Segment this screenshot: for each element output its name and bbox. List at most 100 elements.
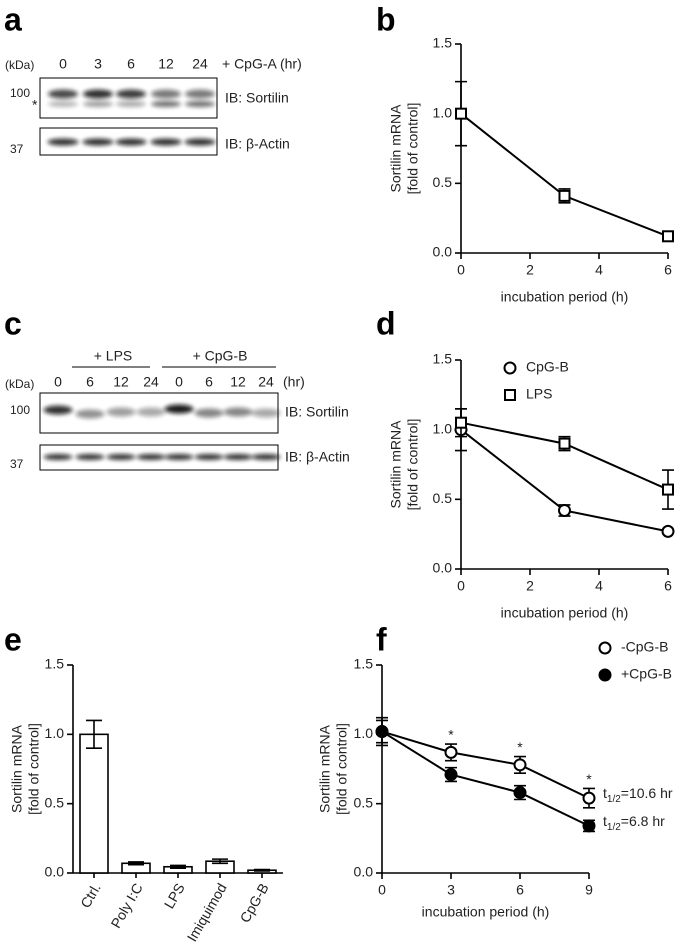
panel-label: e xyxy=(4,621,22,657)
x-tick-label: 6 xyxy=(516,882,524,898)
band xyxy=(115,138,147,146)
y-axis-label: Sortilin mRNA xyxy=(388,420,404,509)
marker xyxy=(582,791,596,805)
marker xyxy=(455,107,467,120)
y-tick-label: 1.0 xyxy=(45,725,65,741)
band xyxy=(194,454,224,460)
error-bar xyxy=(86,719,102,749)
band xyxy=(75,454,105,460)
x-axis-label: incubation period (h) xyxy=(422,904,550,920)
band xyxy=(151,89,181,99)
marker xyxy=(513,786,527,800)
y-tick-label: 0.5 xyxy=(433,490,453,506)
mw-marker: 100 xyxy=(10,86,30,100)
x-tick-label: 4 xyxy=(595,578,603,594)
fit-text: =10.6 hr xyxy=(621,785,673,801)
y-tick-label: 1.5 xyxy=(433,351,453,367)
x-tick-label: 2 xyxy=(526,578,534,594)
lane-label: 3 xyxy=(94,56,102,72)
x-tick-label: 0 xyxy=(457,578,465,594)
band xyxy=(164,404,194,414)
unit: (kDa) xyxy=(5,377,34,391)
x-tick-label: LPS xyxy=(161,880,188,911)
blot-label: IB: Sortilin xyxy=(225,90,289,106)
marker xyxy=(558,437,571,450)
band xyxy=(164,454,194,460)
group-label: + LPS xyxy=(94,348,133,364)
band xyxy=(82,138,114,146)
line xyxy=(460,421,669,491)
lane-label: 24 xyxy=(258,374,274,390)
marker xyxy=(513,758,527,772)
lane-label: 12 xyxy=(230,374,246,390)
band xyxy=(106,407,136,417)
fit-base: t xyxy=(603,785,607,801)
blot-label: IB: Sortilin xyxy=(285,404,349,420)
line xyxy=(460,112,669,238)
significance: * xyxy=(517,739,523,755)
y-axis-label: Sortilin mRNA xyxy=(388,104,404,193)
marker xyxy=(444,745,458,759)
marker xyxy=(661,524,675,538)
y-axis-label: [fold of control] xyxy=(26,723,42,815)
x-tick-label: 2 xyxy=(526,262,534,278)
marker xyxy=(504,389,516,401)
band xyxy=(223,407,253,417)
x-tick-label: CpG-B xyxy=(237,880,272,925)
marker xyxy=(598,641,612,655)
treatment: + CpG-A (hr) xyxy=(222,56,302,72)
y-tick-label: 1.0 xyxy=(433,420,453,436)
panel-label: d xyxy=(376,305,396,341)
band xyxy=(43,454,73,460)
bar xyxy=(79,733,109,874)
band xyxy=(185,101,215,107)
fit-subscript: 1/2 xyxy=(607,794,621,805)
y-tick-label: 0.0 xyxy=(433,244,453,260)
y-tick-label: 1.5 xyxy=(433,35,453,51)
band xyxy=(48,89,78,99)
fit-label: t1/2=10.6 hr xyxy=(603,785,673,805)
band xyxy=(223,454,253,460)
lane-label: 0 xyxy=(59,56,67,72)
x-tick-label: Imiquimod xyxy=(184,880,230,943)
line xyxy=(381,730,590,800)
group-label: + CpG-B xyxy=(193,348,248,364)
legend-label: -CpG-B xyxy=(621,639,668,655)
marker xyxy=(598,668,612,682)
band xyxy=(83,89,113,99)
panel-label: f xyxy=(376,621,387,657)
marker xyxy=(558,189,571,202)
error-bar xyxy=(170,864,186,869)
x-tick-label: 3 xyxy=(447,882,455,898)
time-unit: (hr) xyxy=(283,374,305,390)
error-bar xyxy=(254,868,270,872)
line xyxy=(381,730,590,827)
band xyxy=(150,138,182,146)
band xyxy=(106,454,136,460)
y-tick-label: 0.5 xyxy=(433,174,453,190)
significance: * xyxy=(448,727,454,743)
marker xyxy=(662,483,674,496)
band xyxy=(136,407,166,417)
marker xyxy=(582,819,596,833)
y-axis-label: Sortilin mRNA xyxy=(317,724,333,813)
band xyxy=(83,101,113,107)
lane-label: 6 xyxy=(127,56,135,72)
band xyxy=(136,454,166,460)
band xyxy=(251,454,281,460)
y-tick-label: 0.5 xyxy=(354,794,374,810)
y-tick-label: 1.5 xyxy=(45,656,65,672)
lane-label: 24 xyxy=(192,56,208,72)
error-bar xyxy=(212,858,228,865)
band xyxy=(116,89,146,99)
blot-label: IB: β-Actin xyxy=(285,449,350,465)
marker xyxy=(375,725,389,739)
y-tick-label: 0.0 xyxy=(45,864,65,880)
fit-subscript: 1/2 xyxy=(607,821,621,832)
marker xyxy=(662,230,674,243)
band xyxy=(47,138,79,146)
marker xyxy=(503,361,517,375)
lane-label: 6 xyxy=(205,374,213,390)
significance: * xyxy=(586,771,592,787)
y-tick-label: 1.5 xyxy=(354,656,374,672)
